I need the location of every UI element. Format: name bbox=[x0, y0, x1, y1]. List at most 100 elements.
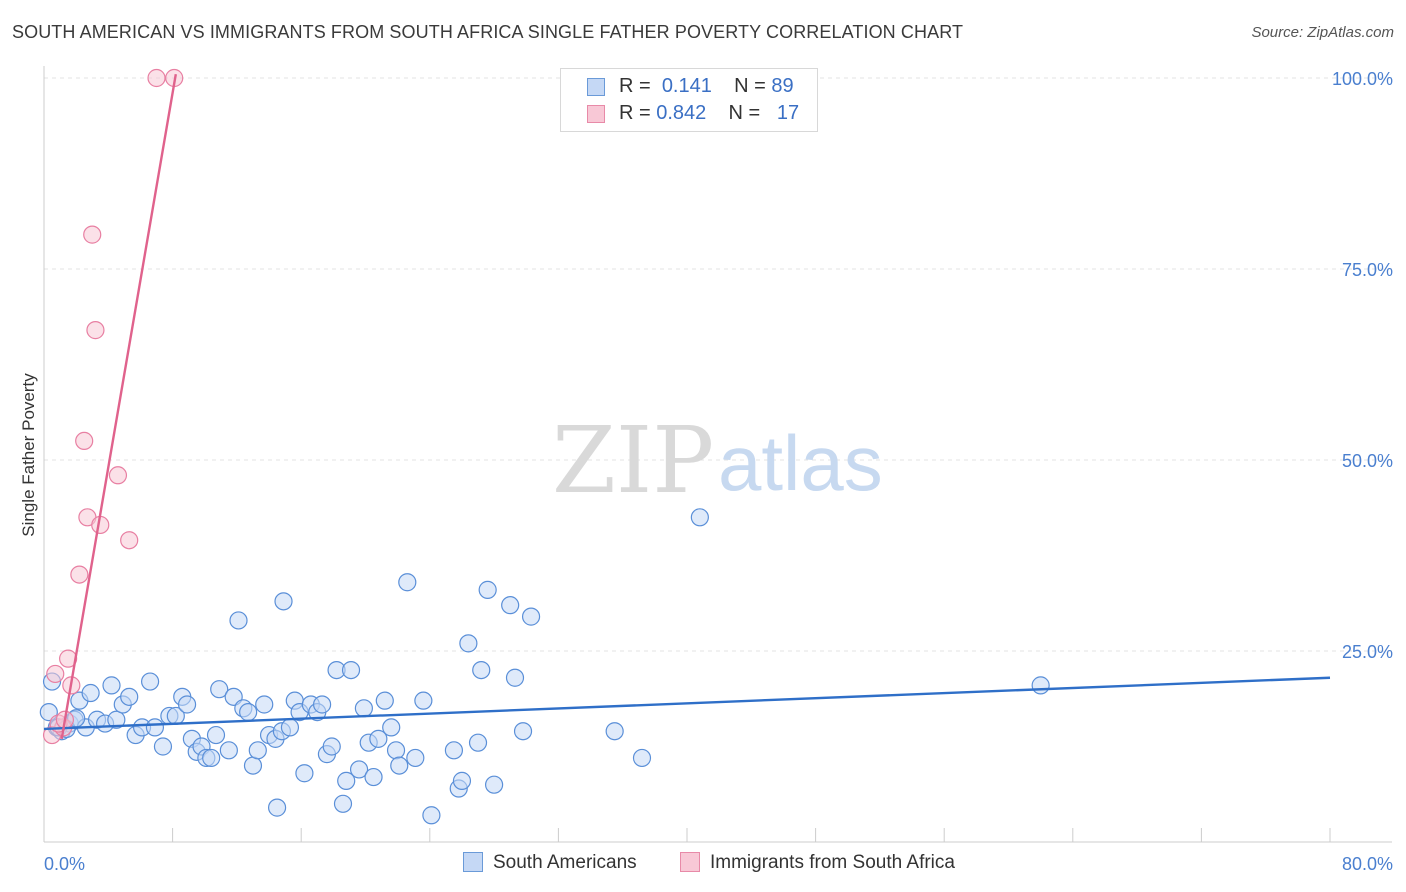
r-label: R = bbox=[619, 102, 651, 124]
point-0-30 bbox=[210, 680, 229, 699]
point-0-54 bbox=[333, 794, 353, 813]
point-0-72 bbox=[452, 771, 472, 790]
point-0-63 bbox=[382, 718, 401, 737]
point-0-44 bbox=[280, 718, 300, 737]
point-0-57 bbox=[349, 760, 369, 779]
point-0-78 bbox=[501, 596, 520, 615]
point-0-50 bbox=[312, 695, 332, 714]
legend-swatch-blue bbox=[587, 78, 605, 96]
n-label: N = bbox=[728, 102, 761, 124]
point-1-7 bbox=[83, 225, 102, 244]
point-0-75 bbox=[472, 660, 491, 680]
point-0-69 bbox=[422, 806, 441, 825]
watermark-atlas: atlas bbox=[718, 419, 883, 507]
point-0-42 bbox=[267, 798, 287, 817]
point-1-12 bbox=[120, 531, 139, 550]
point-0-52 bbox=[322, 737, 341, 756]
bottom-legend-swatch-blue bbox=[463, 852, 483, 872]
point-0-81 bbox=[521, 607, 541, 626]
bottom-legend-immigrants-south-africa: Immigrants from South Africa bbox=[680, 852, 955, 874]
point-0-18 bbox=[145, 718, 165, 737]
point-0-33 bbox=[229, 611, 248, 630]
bottom-legend-label: South Americans bbox=[493, 852, 637, 873]
y-tick-labels: 25.0% 50.0% 75.0% 100.0% bbox=[1332, 69, 1393, 662]
point-1-13 bbox=[147, 68, 166, 88]
point-0-23 bbox=[177, 695, 197, 714]
legend-text: R = 0.842 N = 17 bbox=[619, 102, 799, 125]
point-0-62 bbox=[375, 691, 394, 710]
point-1-8 bbox=[86, 321, 105, 340]
series-immigrants-south-africa bbox=[42, 68, 184, 745]
point-0-82 bbox=[605, 722, 624, 741]
point-0-80 bbox=[513, 722, 533, 741]
point-0-79 bbox=[505, 668, 525, 687]
point-0-11 bbox=[102, 676, 121, 695]
trend-line-1 bbox=[60, 73, 177, 740]
y-tick-label-50: 50.0% bbox=[1342, 451, 1393, 471]
point-0-31 bbox=[219, 741, 238, 760]
point-0-68 bbox=[414, 691, 433, 710]
gridlines bbox=[44, 77, 1392, 652]
point-0-55 bbox=[337, 771, 356, 790]
point-0-35 bbox=[239, 703, 258, 722]
x-tick-label-max: 80.0% bbox=[1342, 854, 1393, 874]
source-label: Source: ZipAtlas.com bbox=[1251, 24, 1394, 41]
r-value: 0.141 bbox=[661, 75, 712, 97]
chart-title: SOUTH AMERICAN VS IMMIGRANTS FROM SOUTH … bbox=[12, 22, 964, 42]
point-0-83 bbox=[632, 748, 652, 768]
point-0-14 bbox=[120, 687, 139, 706]
point-0-36 bbox=[243, 756, 263, 775]
bottom-legend-label: Immigrants from South Africa bbox=[710, 852, 955, 873]
point-0-65 bbox=[390, 756, 409, 775]
legend-text: R = 0.141 N = 89 bbox=[619, 75, 794, 98]
point-0-76 bbox=[478, 580, 497, 599]
n-value: 89 bbox=[771, 75, 794, 97]
point-0-29 bbox=[206, 725, 226, 745]
point-0-61 bbox=[369, 729, 388, 748]
n-label: N = bbox=[734, 75, 766, 97]
trend-line-0 bbox=[43, 676, 1331, 731]
point-0-66 bbox=[398, 573, 417, 592]
point-0-37 bbox=[248, 741, 267, 760]
n-value: 17 bbox=[776, 102, 800, 124]
point-1-1 bbox=[46, 664, 65, 684]
watermark: ZIP atlas bbox=[552, 407, 883, 514]
point-0-74 bbox=[468, 733, 488, 752]
point-0-47 bbox=[295, 764, 314, 783]
legend-swatch-pink bbox=[587, 105, 605, 123]
point-0-58 bbox=[354, 699, 373, 718]
x-tick-label-min: 0.0% bbox=[44, 854, 85, 874]
x-ticks bbox=[43, 828, 1331, 842]
point-0-19 bbox=[153, 737, 173, 756]
point-1-10 bbox=[75, 431, 94, 450]
point-0-85 bbox=[1031, 676, 1050, 695]
point-0-60 bbox=[364, 767, 383, 787]
point-0-67 bbox=[406, 748, 425, 768]
bottom-legend-swatch-pink bbox=[680, 852, 700, 872]
y-axis-title: Single Father Poverty bbox=[19, 373, 38, 537]
point-0-77 bbox=[485, 775, 504, 794]
point-0-84 bbox=[690, 508, 709, 527]
point-0-64 bbox=[386, 741, 406, 760]
y-tick-label-75: 75.0% bbox=[1342, 260, 1393, 280]
stats-legend: R = 0.141 N = 89 R = 0.842 N = 17 bbox=[560, 68, 818, 132]
point-0-43 bbox=[274, 592, 293, 611]
point-1-5 bbox=[70, 565, 89, 584]
r-value: 0.842 bbox=[656, 102, 707, 124]
point-0-56 bbox=[341, 660, 361, 680]
point-0-28 bbox=[202, 748, 221, 768]
point-0-17 bbox=[140, 672, 160, 691]
y-tick-label-100: 100.0% bbox=[1332, 69, 1393, 89]
r-label: R = bbox=[619, 75, 651, 97]
point-0-12 bbox=[107, 710, 126, 729]
point-0-70 bbox=[444, 741, 464, 760]
watermark-zip: ZIP bbox=[552, 407, 714, 514]
bottom-legend-south-americans: South Americans bbox=[463, 852, 637, 874]
trend-lines bbox=[43, 73, 1331, 740]
point-0-73 bbox=[459, 634, 478, 653]
point-1-11 bbox=[108, 466, 128, 485]
series-south-americans bbox=[39, 508, 1050, 825]
point-0-38 bbox=[255, 695, 274, 714]
y-tick-label-25: 25.0% bbox=[1342, 642, 1393, 662]
